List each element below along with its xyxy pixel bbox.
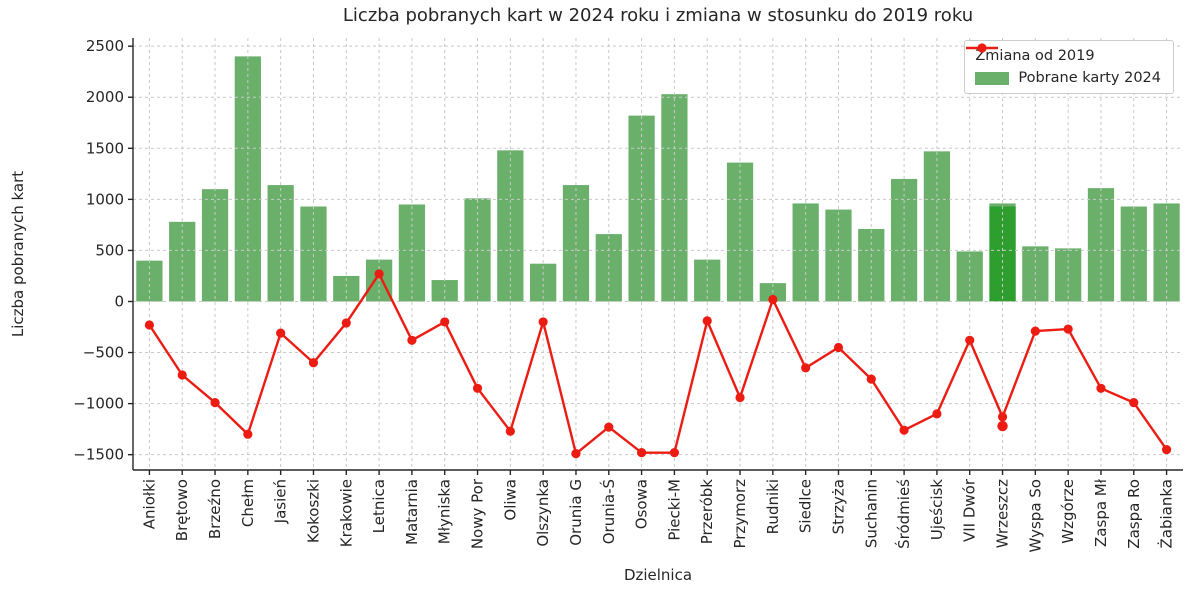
bar-Piecki-M (661, 94, 688, 302)
marker-Siedlce (801, 363, 811, 373)
x-tick-label: Siedlce (797, 479, 815, 533)
x-tick-label: Nowy Por (469, 478, 487, 549)
x-tick-label: Wrzeszcz (994, 479, 1012, 548)
legend: Zmiana od 2019 Pobrane karty 2024 (964, 40, 1174, 94)
y-tick-label: −1500 (73, 446, 124, 464)
marker-Zaspa Mł (1096, 383, 1106, 393)
marker-Piecki-M (669, 448, 680, 458)
marker-Żabianka (1161, 444, 1172, 455)
marker-Wzgórze (1063, 324, 1073, 334)
x-tick-label: Chełm (239, 479, 257, 527)
x-tick-label: VII Dwór (961, 478, 979, 542)
marker-Zaspa Ro (1129, 397, 1139, 408)
marker-Przymorz (735, 392, 745, 403)
x-tick-label: Krakowie (337, 479, 355, 547)
x-tick-label: Olszynka (534, 479, 552, 547)
bar-Olszynka (530, 263, 557, 302)
marker-Chełm (243, 429, 253, 439)
marker-Aniołki (144, 320, 155, 330)
x-tick-label: Wzgórze (1059, 479, 1077, 544)
marker-Strzyża (833, 342, 844, 353)
x-tick-label: Orunia G (567, 479, 585, 546)
marker-Rudniki (768, 294, 778, 305)
marker-Oliwa (505, 426, 515, 436)
x-tick-label: Orunia-Ś (599, 479, 618, 544)
x-tick-label: Matarnia (403, 479, 421, 545)
x-tick-label: Śródmieś (894, 479, 913, 549)
x-tick-label: Rudniki (764, 479, 782, 534)
marker-Kokoszki (308, 358, 319, 368)
bar-VII Dwór (956, 251, 983, 302)
bar-Śródmieś (890, 178, 918, 302)
marker-Brzeźno (210, 397, 220, 408)
x-tick-label: Brętowo (173, 479, 191, 541)
y-tick-label: −1000 (73, 395, 124, 413)
marker-Wrzeszcz (997, 412, 1008, 422)
x-tick-label: Osowa (633, 479, 651, 529)
marker-Nowy Por (472, 383, 483, 393)
y-tick-label: 1500 (86, 139, 124, 157)
x-tick-label: Jasień (272, 479, 290, 524)
x-tick-label: Letnica (370, 479, 388, 533)
marker-VII Dwór (965, 335, 975, 345)
legend-entry-bar: Pobrane karty 2024 (975, 70, 1161, 86)
marker-Wyspa So (1030, 326, 1040, 336)
marker-Brętowo (177, 370, 187, 380)
y-axis-label: Liczba pobranych kart (9, 170, 27, 338)
x-tick-label: Aniołki (140, 479, 158, 529)
legend-line-label: Zmiana od 2019 (975, 48, 1095, 64)
x-tick-label: Przeróbk (698, 479, 716, 545)
x-tick-label: Kokoszki (304, 479, 322, 543)
y-tick-label: −500 (83, 344, 124, 362)
change-line (148, 272, 1168, 455)
line-marker-icon (966, 43, 999, 53)
chart-title: Liczba pobranych kart w 2024 roku i zmia… (342, 5, 974, 26)
x-tick-label: Suchanin (862, 479, 880, 548)
marker-Orunia-Ś (604, 422, 614, 432)
bar-Suchanin (858, 228, 885, 302)
x-tick-label: Zaspa Mł (1092, 478, 1110, 547)
x-tick-label: Strzyża (829, 479, 847, 534)
x-tick-label: Przymorz (731, 479, 749, 549)
x-tick-label: Ujeścisk (928, 479, 946, 540)
legend-bar-label: Pobrane karty 2024 (1018, 70, 1161, 86)
marker-Osowa (636, 448, 647, 458)
x-tick-label: Piecki-M (665, 479, 683, 541)
marker-Śródmieś (899, 425, 909, 435)
marker-Przeróbk (702, 316, 712, 326)
marker-Matarnia (407, 335, 417, 345)
x-tick-label: Zaspa Ro (1125, 479, 1143, 549)
marker-Orunia G (571, 449, 581, 459)
y-tick-label: 1000 (86, 190, 124, 208)
y-tick-label: 500 (95, 241, 124, 259)
x-tick-label: Żabianka (1157, 479, 1176, 548)
y-tick-label: 2500 (86, 37, 124, 55)
x-tick-label: Młyniska (436, 479, 454, 544)
bar-swatch-icon (975, 71, 1010, 85)
y-tick-label: 2000 (86, 88, 124, 106)
marker-Jasień (276, 328, 286, 338)
x-tick-label: Brzeźno (206, 479, 224, 539)
marker-Olszynka (538, 317, 548, 327)
x-tick-label: Wyspa So (1026, 479, 1044, 552)
extra-marker-Wrzeszcz (997, 420, 1008, 432)
x-tick-label: Oliwa (501, 479, 519, 521)
marker-Suchanin (866, 374, 876, 384)
legend-entry-line: Zmiana od 2019 (966, 43, 1161, 64)
x-axis-label: Dzielnica (623, 566, 693, 584)
marker-Letnica (374, 269, 384, 279)
marker-Krakowie (341, 318, 351, 328)
marker-Młyniska (440, 317, 450, 327)
y-tick-label: 0 (114, 292, 124, 310)
marker-Ujeścisk (932, 409, 942, 419)
